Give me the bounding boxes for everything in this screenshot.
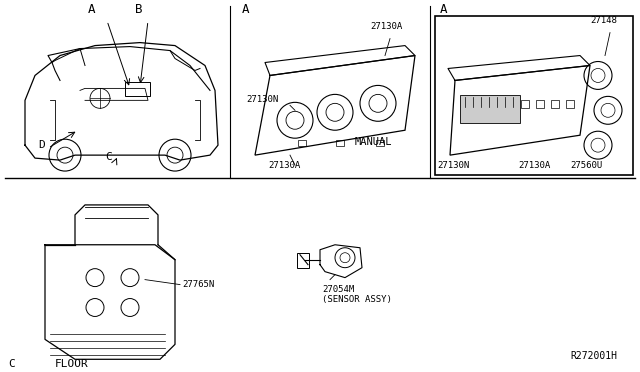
Bar	[460, 95, 520, 123]
Text: 27130A: 27130A	[518, 161, 550, 170]
Text: A: A	[242, 3, 250, 16]
Text: A: A	[88, 3, 95, 16]
Text: C: C	[105, 152, 112, 162]
Bar	[566, 100, 574, 108]
Text: FLOOR: FLOOR	[55, 359, 89, 369]
Bar	[298, 140, 306, 146]
Text: 27765N: 27765N	[182, 280, 214, 289]
Bar	[521, 100, 529, 108]
Text: D: D	[38, 140, 45, 150]
Text: 27130N: 27130N	[246, 95, 278, 104]
Bar	[297, 253, 309, 268]
Bar	[536, 100, 544, 108]
Bar	[336, 140, 344, 146]
Text: B: B	[135, 3, 143, 16]
Text: A: A	[440, 3, 447, 16]
Text: 27054M
(SENSOR ASSY): 27054M (SENSOR ASSY)	[322, 285, 392, 304]
Text: 27560U: 27560U	[570, 161, 602, 170]
Bar	[435, 16, 633, 175]
Text: R272001H: R272001H	[570, 351, 617, 361]
Bar	[551, 100, 559, 108]
Text: C: C	[8, 359, 15, 369]
Text: 27130A: 27130A	[268, 161, 300, 170]
Text: 27148: 27148	[590, 16, 617, 25]
Text: 27130N: 27130N	[437, 161, 469, 170]
Text: MANUAL: MANUAL	[355, 137, 392, 147]
Bar	[125, 83, 150, 96]
Text: 27130A: 27130A	[370, 22, 403, 31]
Bar	[376, 140, 384, 146]
